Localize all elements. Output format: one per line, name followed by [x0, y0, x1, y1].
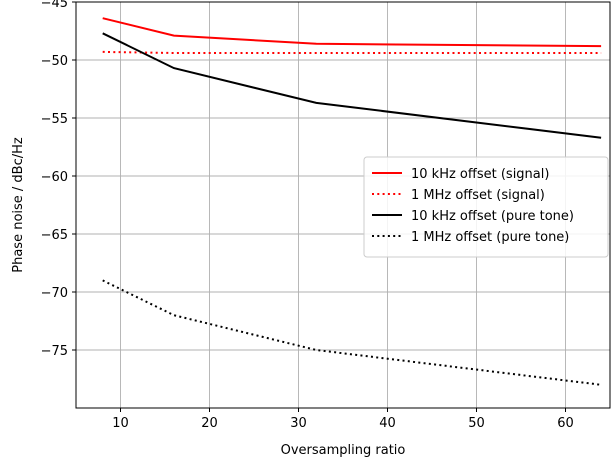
legend-label-4: 1 MHz offset (pure tone) [411, 230, 569, 245]
x-tick-label: 10 [112, 416, 129, 431]
y-axis-label: Phase noise / dBc/Hz [11, 137, 26, 273]
y-tick-label: −70 [41, 286, 68, 301]
x-axis-label: Oversampling ratio [281, 443, 406, 458]
legend-label-3: 10 kHz offset (pure tone) [411, 209, 574, 224]
x-axis-ticks: 10 20 30 40 50 60 [112, 408, 574, 431]
y-tick-label: −60 [41, 170, 68, 185]
legend-label-2: 1 MHz offset (signal) [411, 188, 545, 203]
y-tick-label: −50 [41, 54, 68, 69]
series-line-3 [102, 32, 602, 139]
series-lines [102, 17, 602, 386]
series-line-1 [102, 17, 602, 48]
x-tick-label: 50 [468, 416, 485, 431]
y-tick-label: −75 [41, 344, 68, 359]
x-tick-label: 30 [290, 416, 307, 431]
legend: 10 kHz offset (signal) 1 MHz offset (sign… [363, 156, 609, 258]
y-tick-label: −65 [41, 228, 68, 243]
y-axis-ticks: −45 −50 −55 −60 −65 −70 −75 [41, 0, 76, 359]
x-tick-label: 20 [201, 416, 218, 431]
plot-frame [75, 1, 611, 409]
legend-label-1: 10 kHz offset (signal) [411, 167, 549, 182]
x-tick-label: 40 [379, 416, 396, 431]
x-tick-label: 60 [557, 416, 574, 431]
y-tick-label: −45 [41, 0, 68, 11]
series-line-4 [102, 279, 602, 386]
legend-box [363, 156, 609, 258]
series-line-2 [102, 50, 602, 54]
y-tick-label: −55 [41, 112, 68, 127]
